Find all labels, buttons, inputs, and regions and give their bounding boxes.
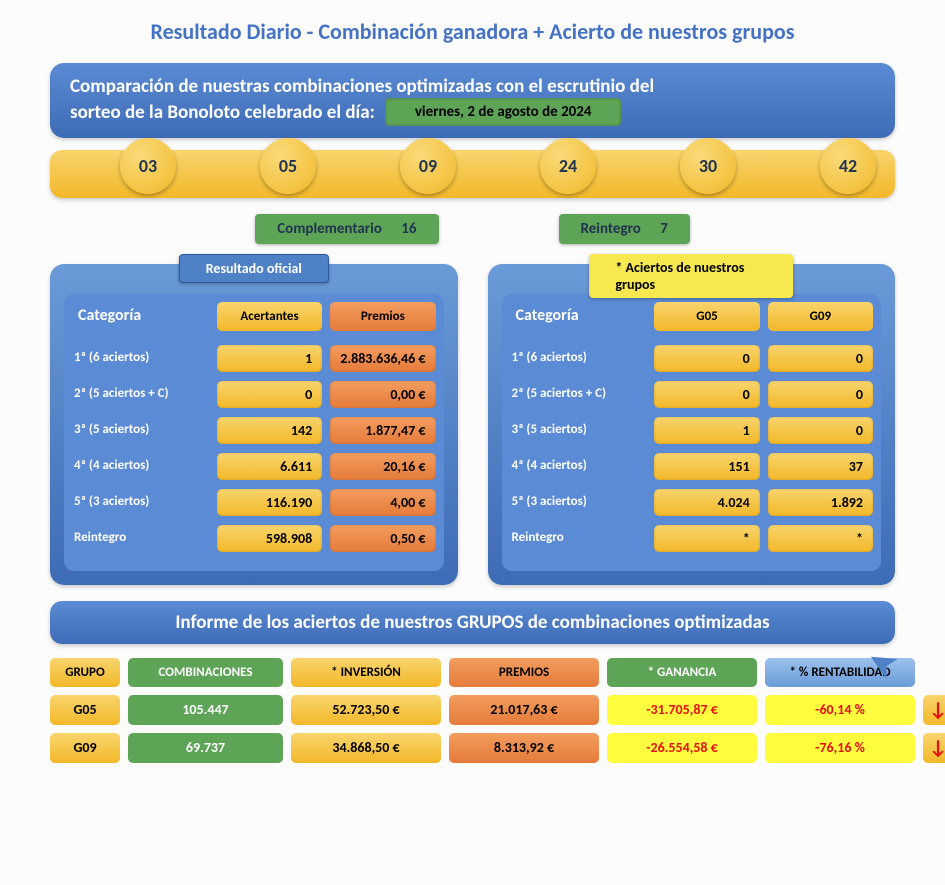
- groups-head-category: Categoría: [510, 302, 647, 339]
- winning-numbers-bar: 03 05 09 24 30 42: [50, 150, 895, 198]
- acertantes-cell: 116.190: [217, 489, 322, 516]
- premio-cell: 1.877,47 €: [330, 417, 435, 444]
- reintegro-label: Reintegro: [581, 220, 641, 238]
- category-label: Reintegro: [510, 525, 647, 552]
- category-label: 1ª (6 aciertos): [72, 345, 209, 372]
- table-row: Reintegro * *: [510, 525, 874, 552]
- table-row: 3ª (5 aciertos) 142 1.877,47 €: [72, 417, 436, 444]
- report-title: Informe de los aciertos de nuestros GRUP…: [50, 601, 895, 644]
- ball-5: 30: [680, 138, 736, 194]
- acertantes-cell: 142: [217, 417, 322, 444]
- report-row-comb: 69.737: [128, 733, 283, 763]
- ball-1: 03: [120, 138, 176, 194]
- official-head-premios: Premios: [330, 302, 435, 331]
- group-cell: 151: [654, 453, 759, 480]
- report-row-prem: 8.313,92 €: [449, 733, 599, 763]
- group-cell: 4.024: [654, 489, 759, 516]
- group-cell: 0: [654, 381, 759, 408]
- group-cell: 37: [768, 453, 873, 480]
- category-label: 4ª (4 aciertos): [72, 453, 209, 480]
- category-label: 2ª (5 aciertos + C): [510, 381, 647, 408]
- premio-cell: 2.883.636,46 €: [330, 345, 435, 372]
- report-row-inv: 34.868,50 €: [291, 733, 441, 763]
- report-row-rent: -76,16 %: [765, 733, 915, 763]
- ball-3: 09: [400, 138, 456, 194]
- group-cell: 1.892: [768, 489, 873, 516]
- category-label: 4ª (4 aciertos): [510, 453, 647, 480]
- group-cell: 0: [768, 417, 873, 444]
- report-row-gan: -31.705,87 €: [607, 695, 757, 725]
- official-head-acertantes: Acertantes: [217, 302, 322, 331]
- complementario-label: Complementario: [277, 220, 382, 238]
- group-cell: *: [768, 525, 873, 552]
- report-table: GRUPO COMBINACIONES * INVERSIÓN PREMIOS …: [50, 658, 895, 763]
- report-row-prem: 21.017,63 €: [449, 695, 599, 725]
- official-result-panel: Resultado oficial Categoría Acertantes P…: [50, 264, 458, 585]
- groups-head-g05: G05: [654, 302, 759, 331]
- report-row-rent: -60,14 %: [765, 695, 915, 725]
- table-row: Reintegro 598.908 0,50 €: [72, 525, 436, 552]
- ball-2: 05: [260, 138, 316, 194]
- table-row: 3ª (5 aciertos) 1 0: [510, 417, 874, 444]
- complementario-value: 16: [401, 220, 416, 238]
- comparison-line1: Comparación de nuestras combinaciones op…: [70, 75, 875, 98]
- report-head-premios: PREMIOS: [449, 658, 599, 687]
- trend-down-icon: ↓: [923, 733, 945, 763]
- table-row: 1ª (6 aciertos) 0 0: [510, 345, 874, 372]
- table-row: 5ª (3 aciertos) 4.024 1.892: [510, 489, 874, 516]
- premio-cell: 20,16 €: [330, 453, 435, 480]
- acertantes-cell: 0: [217, 381, 322, 408]
- premio-cell: 4,00 €: [330, 489, 435, 516]
- complementario-pill: Complementario 16: [255, 214, 438, 244]
- report-head-combinaciones: COMBINACIONES: [128, 658, 283, 687]
- category-label: Reintegro: [72, 525, 209, 552]
- report-head-ganancia: * GANANCIA: [607, 658, 757, 687]
- category-label: 5ª (3 aciertos): [510, 489, 647, 516]
- table-row: 2ª (5 aciertos + C) 0 0,00 €: [72, 381, 436, 408]
- acertantes-cell: 598.908: [217, 525, 322, 552]
- premio-cell: 0,00 €: [330, 381, 435, 408]
- group-cell: 1: [654, 417, 759, 444]
- report-row-comb: 105.447: [128, 695, 283, 725]
- report-row-inv: 52.723,50 €: [291, 695, 441, 725]
- report-head-inversion: * INVERSIÓN: [291, 658, 441, 687]
- page-title: Resultado Diario - Combinación ganadora …: [30, 18, 915, 45]
- report-row-grupo: G05: [50, 695, 120, 725]
- category-label: 5ª (3 aciertos): [72, 489, 209, 516]
- report-row-grupo: G09: [50, 733, 120, 763]
- category-label: 3ª (5 aciertos): [510, 417, 647, 444]
- comparison-panel: Comparación de nuestras combinaciones op…: [50, 63, 895, 138]
- ball-4: 24: [540, 138, 596, 194]
- group-cell: 0: [768, 345, 873, 372]
- reintegro-pill: Reintegro 7: [559, 214, 690, 244]
- groups-result-panel: * Aciertos de nuestros grupos Categoría …: [488, 264, 896, 585]
- category-label: 1ª (6 aciertos): [510, 345, 647, 372]
- official-head-category: Categoría: [72, 302, 209, 339]
- table-row: 1ª (6 aciertos) 1 2.883.636,46 €: [72, 345, 436, 372]
- group-cell: 0: [768, 381, 873, 408]
- category-label: 3ª (5 aciertos): [72, 417, 209, 444]
- group-cell: 0: [654, 345, 759, 372]
- category-label: 2ª (5 aciertos + C): [72, 381, 209, 408]
- draw-date: viernes, 2 de agosto de 2024: [385, 98, 622, 126]
- group-cell: *: [654, 525, 759, 552]
- table-row: 2ª (5 aciertos + C) 0 0: [510, 381, 874, 408]
- groups-head-g09: G09: [768, 302, 873, 331]
- acertantes-cell: 6.611: [217, 453, 322, 480]
- acertantes-cell: 1: [217, 345, 322, 372]
- table-row: 4ª (4 aciertos) 6.611 20,16 €: [72, 453, 436, 480]
- reintegro-value: 7: [660, 220, 668, 238]
- ball-6: 42: [820, 138, 876, 194]
- table-row: 5ª (3 aciertos) 116.190 4,00 €: [72, 489, 436, 516]
- supplementary-row: Complementario 16 Reintegro 7: [30, 214, 915, 244]
- comparison-line2: sorteo de la Bonoloto celebrado el día:: [70, 101, 375, 124]
- official-tab: Resultado oficial: [179, 254, 329, 283]
- trend-down-icon: ↓: [923, 695, 945, 725]
- table-row: 4ª (4 aciertos) 151 37: [510, 453, 874, 480]
- report-head-grupo: GRUPO: [50, 658, 120, 687]
- premio-cell: 0,50 €: [330, 525, 435, 552]
- groups-tab: * Aciertos de nuestros grupos: [589, 254, 793, 298]
- report-row-gan: -26.554,58 €: [607, 733, 757, 763]
